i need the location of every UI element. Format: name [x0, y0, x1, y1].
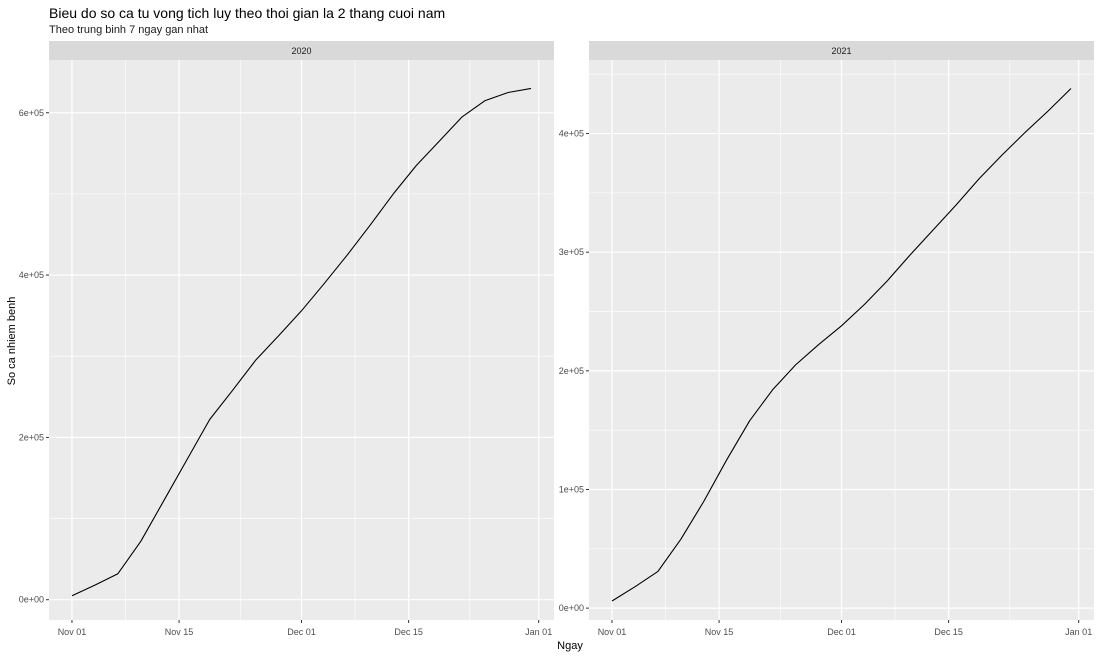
- facet-panel-2020: Nov 01 Nov 15 Dec 01 Dec 15 Jan 01 0e+00 2e+05…: [19, 41, 554, 637]
- chart-subtitle: Theo trung binh 7 ngay gan nhat: [49, 24, 209, 36]
- y-tick-label: 0e+00: [19, 595, 44, 605]
- facet-strip-label: 2021: [831, 46, 851, 56]
- facet-panel-2021: Nov 01 Nov 15 Dec 01 Dec 15 Jan 01 0e+00 1e+05…: [559, 41, 1094, 637]
- facet-strip: [49, 41, 554, 60]
- y-tick-label: 3e+05: [559, 247, 584, 257]
- facet-strip: [589, 41, 1094, 60]
- y-tick-label: 2e+05: [19, 432, 44, 442]
- y-tick-label: 6e+05: [19, 108, 44, 118]
- series-line: [611, 88, 1072, 602]
- series-line: [71, 87, 532, 597]
- x-tick-label: Nov 01: [598, 627, 627, 637]
- y-tick-label: 4e+05: [559, 129, 584, 139]
- y-tick-label: 4e+05: [19, 270, 44, 280]
- x-tick-label: Dec 01: [827, 627, 856, 637]
- y-tick-label: 1e+05: [559, 484, 584, 494]
- y-tick-label: 0e+00: [559, 603, 584, 613]
- x-tick-label: Dec 15: [394, 627, 423, 637]
- x-tick-label: Dec 15: [934, 627, 963, 637]
- x-tick-label: Nov 01: [58, 627, 87, 637]
- facet-strip-label: 2020: [291, 46, 311, 56]
- x-tick-label: Nov 15: [165, 627, 194, 637]
- x-tick-label: Jan 01: [525, 627, 552, 637]
- y-axis-label: So ca nhiem benh: [6, 297, 18, 386]
- x-tick-label: Jan 01: [1065, 627, 1092, 637]
- x-tick-label: Nov 15: [705, 627, 734, 637]
- x-tick-label: Dec 01: [287, 627, 316, 637]
- x-axis-label: Ngay: [557, 640, 583, 652]
- y-tick-label: 2e+05: [559, 366, 584, 376]
- chart-title: Bieu do so ca tu vong tich luy theo thoi…: [49, 5, 446, 21]
